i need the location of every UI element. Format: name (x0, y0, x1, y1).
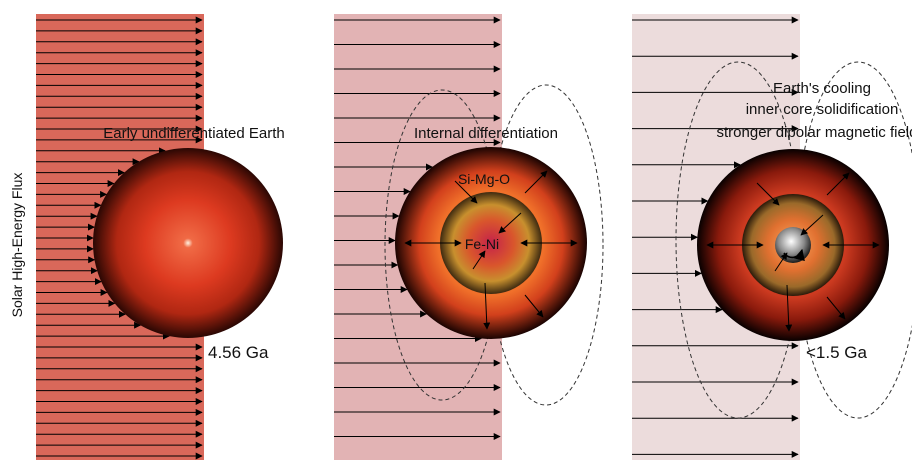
convection-arrows-cooling (706, 172, 880, 332)
age-label-early: 4.56 Ga (208, 343, 269, 362)
inward-convection-arrow (774, 252, 788, 272)
panel-cooling-title-line1: Earth's cooling (773, 80, 871, 97)
core-composition-label: Fe-Ni (465, 236, 499, 252)
outward-convection-arrow (524, 170, 548, 194)
panel-early-earth: Early undifferentiated Earth 4.56 Ga (36, 14, 285, 460)
panel-cooling-title-line2: inner core solidification (746, 101, 899, 118)
outward-convection-arrow (483, 282, 491, 330)
panel-differentiation-title: Internal differentiation (414, 125, 558, 142)
outward-convection-arrow (524, 294, 544, 318)
convection-arrows-differentiation (404, 170, 578, 330)
outward-convection-arrow (826, 172, 850, 196)
outward-convection-arrow (785, 284, 793, 332)
panel-cooling-title-line3: stronger dipolar magnetic field (717, 124, 912, 141)
solar-flux-arrows-early (36, 16, 203, 460)
panel-earth-cooling: Earth's cooling inner core solidificatio… (632, 14, 912, 460)
inward-convection-arrow (472, 250, 486, 270)
solar-flux-arrows-cooling (632, 16, 799, 458)
solar-flux-arrows-differentiation (334, 16, 501, 440)
age-label-cooling: <1.5 Ga (806, 343, 868, 362)
inward-convection-arrow (756, 182, 780, 206)
outward-convection-arrow (826, 296, 846, 320)
panel-internal-differentiation: Internal differentiation Si-Mg-O Fe-Ni (334, 14, 604, 460)
solar-flux-axis-label: Solar High-Energy Flux (9, 173, 25, 318)
inward-convection-arrow (454, 180, 478, 204)
early-earth-sphere (93, 148, 283, 338)
inward-convection-arrow (498, 212, 522, 234)
mantle-composition-label: Si-Mg-O (458, 171, 510, 187)
inward-convection-arrow (800, 214, 824, 236)
panel-early-title: Early undifferentiated Earth (103, 125, 285, 142)
